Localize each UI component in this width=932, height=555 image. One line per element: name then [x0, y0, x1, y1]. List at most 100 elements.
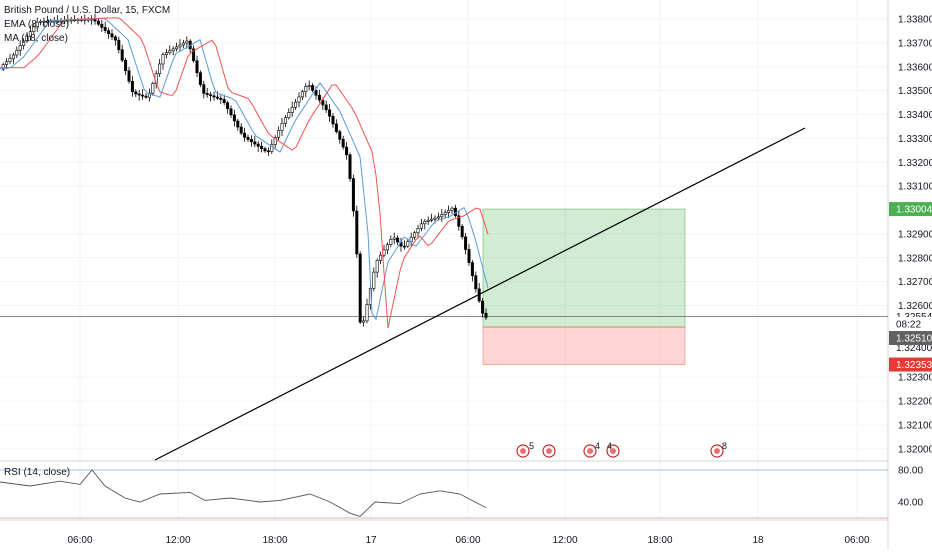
candle-body	[406, 241, 410, 247]
candle-body	[209, 94, 213, 97]
candle-body	[110, 33, 114, 38]
candle-body	[11, 54, 15, 60]
candle-body	[222, 99, 226, 103]
candle-body	[212, 95, 216, 98]
event-badge-count: 4	[595, 441, 600, 451]
entry-partial-label: 1.32400	[896, 343, 932, 354]
candle-body	[28, 31, 32, 37]
candle-body	[246, 136, 250, 140]
trend-line	[154, 127, 806, 461]
candle-body	[277, 130, 281, 138]
candle-body	[321, 99, 325, 106]
rsi-tick-label: 80.00	[898, 466, 923, 477]
candle-body	[324, 104, 328, 111]
rsi-tick-label: 40.00	[898, 498, 923, 509]
candle-body	[287, 112, 291, 119]
price-tick-label: 1.32900	[898, 229, 932, 240]
candle-body	[457, 215, 461, 227]
candle-body	[453, 207, 457, 217]
take-profit-label: 1.33004	[896, 205, 932, 216]
candle-body	[232, 114, 236, 122]
candle-body	[338, 131, 342, 140]
price-tick-label: 1.33300	[898, 134, 932, 145]
candle-body	[107, 30, 111, 35]
candle-body	[8, 58, 12, 62]
candle-body	[362, 320, 366, 323]
candles	[1, 13, 488, 327]
candle-body	[413, 232, 417, 238]
candle-body	[328, 109, 332, 117]
symbol-title: British Pound / U.S. Dollar, 15, FXCM	[4, 5, 171, 16]
candle-body	[144, 95, 148, 98]
candle-body	[372, 271, 376, 289]
chart-legend: British Pound / U.S. Dollar, 15, FXCM EM…	[4, 5, 170, 44]
ma-line	[0, 17, 489, 329]
price-tick-label: 1.33500	[898, 86, 932, 97]
time-tick-label: 12:00	[165, 535, 190, 546]
candle-body	[314, 90, 318, 96]
candle-body	[355, 210, 359, 255]
candle-body	[243, 132, 247, 138]
candle-body	[467, 249, 471, 263]
candle-body	[226, 102, 230, 110]
candle-body	[137, 93, 141, 96]
price-tick-label: 1.32700	[898, 277, 932, 288]
candle-body	[253, 141, 257, 145]
price-tick-label: 1.33800	[898, 15, 932, 26]
event-badge-count: 5	[529, 441, 534, 451]
candle-body	[195, 60, 199, 74]
candle-body	[151, 83, 155, 94]
candle-body	[365, 304, 369, 322]
candle-body	[409, 236, 413, 242]
candle-body	[474, 275, 478, 290]
event-flag-icon	[546, 448, 552, 454]
entry-price-label-box	[889, 331, 932, 345]
candle-body	[175, 46, 179, 50]
candle-body	[205, 93, 209, 95]
grid-lines	[0, 0, 888, 520]
candle-body	[161, 54, 165, 65]
candle-body	[290, 107, 294, 113]
countdown-label: 08:22	[896, 320, 921, 331]
candle-body	[351, 178, 355, 212]
candle-body	[345, 146, 349, 156]
candle-body	[266, 150, 270, 153]
price-tick-label: 1.32100	[898, 420, 932, 431]
entry-price-label: 1.32510	[896, 334, 932, 345]
candle-body	[317, 94, 321, 101]
candle-body	[134, 91, 138, 95]
candle-body	[423, 221, 427, 225]
candle-body	[45, 20, 49, 23]
candle-body	[141, 94, 145, 97]
candle-body	[270, 144, 274, 152]
candle-body	[263, 148, 267, 152]
candle-body	[416, 227, 420, 234]
take-profit-label-box	[889, 202, 932, 217]
candle-body	[22, 40, 26, 46]
candle-body	[192, 48, 196, 62]
candle-body	[202, 84, 206, 94]
candle-body	[311, 85, 315, 91]
candle-body	[426, 219, 430, 222]
candle-body	[273, 137, 277, 145]
time-tick-label: 18	[752, 535, 764, 546]
candle-body	[440, 214, 444, 218]
candle-body	[402, 245, 406, 248]
price-tick-label: 1.33700	[898, 38, 932, 49]
candle-body	[280, 123, 284, 131]
candle-body	[433, 217, 437, 220]
candle-body	[436, 216, 440, 219]
candle-body	[35, 21, 39, 28]
candle-body	[430, 218, 434, 221]
candle-body	[32, 26, 36, 32]
candle-body	[130, 80, 134, 93]
candle-body	[419, 223, 423, 229]
candle-body	[42, 20, 46, 23]
rsi-line	[0, 469, 487, 517]
rsi-legend: RSI (14, close)	[4, 467, 71, 478]
candle-body	[304, 86, 308, 93]
price-tick-label: 1.33200	[898, 158, 932, 169]
